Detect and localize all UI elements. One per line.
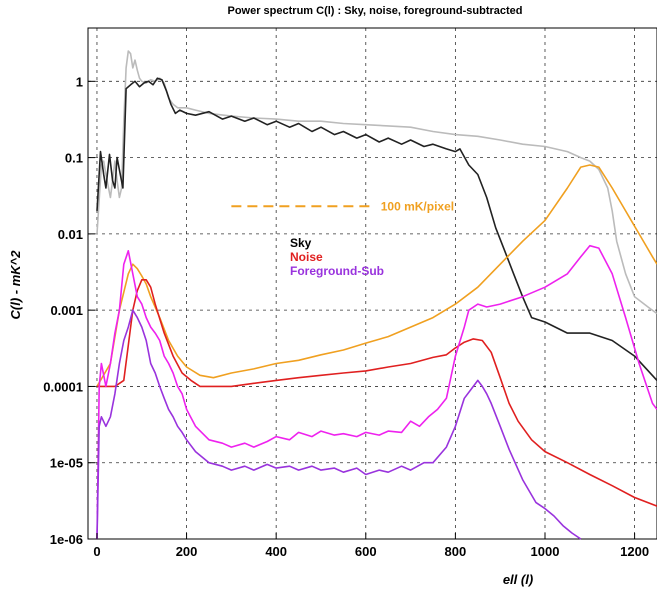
series-line bbox=[96, 164, 657, 387]
annotation-label: 100 mK/pixel bbox=[381, 199, 454, 213]
x-axis-title: ell (l) bbox=[503, 572, 533, 587]
y-tick-label: 1e-06 bbox=[50, 532, 83, 547]
y-tick-label: 1e-05 bbox=[50, 456, 83, 471]
series-line bbox=[97, 279, 657, 507]
chart-title: Power spectrum C(l) : Sky, noise, foregr… bbox=[227, 5, 522, 17]
plot-frame bbox=[87, 27, 657, 540]
y-tick-label: 0.1 bbox=[65, 151, 83, 166]
y-tick-label: 0.001 bbox=[50, 303, 83, 318]
y-axis-title: C(l) - mK^2 bbox=[8, 250, 23, 320]
x-tick-label: 1000 bbox=[531, 544, 560, 559]
axis-ticks: 0 200 400 600 800 1000 1200 1e-06 1e-05 0.0001 0.0… bbox=[43, 74, 649, 559]
legend: Sky Noise Foreground-Sub bbox=[290, 236, 384, 278]
series-line bbox=[96, 50, 657, 315]
y-tick-label: 1 bbox=[76, 74, 83, 89]
series-lines bbox=[96, 50, 657, 540]
series-line bbox=[96, 244, 657, 540]
annotation: 100 mK/pixel bbox=[231, 199, 454, 213]
x-tick-label: 0 bbox=[93, 544, 100, 559]
x-tick-label: 1200 bbox=[620, 544, 649, 559]
legend-entry-noise: Noise bbox=[290, 250, 323, 264]
series-line bbox=[96, 309, 582, 540]
legend-entry-sky: Sky bbox=[290, 236, 312, 250]
x-tick-label: 400 bbox=[265, 544, 287, 559]
x-tick-label: 600 bbox=[355, 544, 377, 559]
y-tick-label: 0.0001 bbox=[43, 379, 83, 394]
y-tick-label: 0.01 bbox=[58, 227, 83, 242]
x-tick-label: 200 bbox=[176, 544, 198, 559]
legend-entry-foreground-sub: Foreground-Sub bbox=[290, 264, 384, 278]
series-line bbox=[96, 77, 657, 381]
x-tick-label: 800 bbox=[445, 544, 467, 559]
